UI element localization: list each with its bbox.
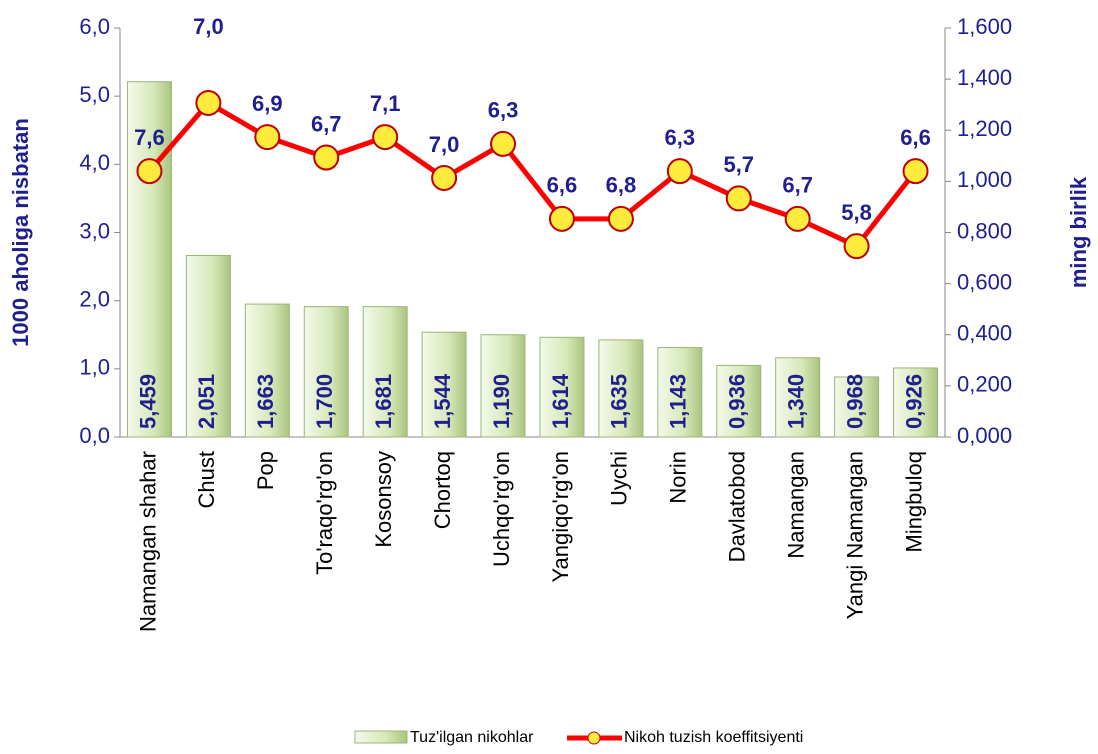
bar <box>421 331 467 438</box>
x-tick-label: Namangan <box>783 451 808 559</box>
bar-annotation: 1,190 <box>489 374 514 429</box>
x-tick-label: Pop <box>253 451 278 490</box>
line-marker <box>136 158 163 185</box>
line-annotation: 7,0 <box>193 14 224 39</box>
legend-label: Nikoh tuzish koeffitsiyenti <box>624 729 803 746</box>
x-tick-label: Uychi <box>607 451 632 506</box>
x-tick-label: Mingbuloq <box>901 451 926 553</box>
bar-annotation: 0,968 <box>842 374 867 429</box>
line-marker <box>725 185 752 212</box>
x-tick-label: Chust <box>194 451 219 508</box>
bar <box>775 357 821 438</box>
y2-tick-label: 0,400 <box>957 321 1012 346</box>
line-annotation: 7,0 <box>429 132 460 157</box>
y-tick-label: 6,0 <box>79 14 110 39</box>
bar-annotation: 1,614 <box>548 373 573 429</box>
y-tick-label: 4,0 <box>79 150 110 175</box>
line-marker <box>902 158 929 185</box>
line-annotation: 6,3 <box>665 125 696 150</box>
bar-annotation: 1,635 <box>607 374 632 429</box>
x-tick-label: To'raqo'rg'on <box>312 451 337 575</box>
bar <box>480 334 526 438</box>
bar <box>539 336 585 438</box>
bar <box>185 255 231 438</box>
bar <box>716 364 762 438</box>
bar <box>598 339 644 438</box>
line-marker <box>666 158 693 185</box>
bar <box>362 306 408 438</box>
line-marker <box>195 89 222 116</box>
y2-axis-title: ming birlik <box>1066 176 1091 288</box>
y2-tick-label: 1,200 <box>957 116 1012 141</box>
bar <box>893 367 939 438</box>
x-tick-label: Norin <box>666 451 691 504</box>
line-annotation: 6,3 <box>488 98 519 123</box>
line-annotation: 6,8 <box>606 173 637 198</box>
x-tick-label: Namangan shahar <box>135 451 160 632</box>
x-tick-label: Davlatobod <box>725 451 750 562</box>
legend-line-marker <box>587 731 601 745</box>
bar <box>834 376 880 438</box>
y-tick-label: 1,0 <box>79 355 110 380</box>
bar-annotation: 2,051 <box>194 374 219 429</box>
line-annotation: 5,8 <box>841 200 872 225</box>
x-tick-label: Uchqo'rg'on <box>489 451 514 567</box>
bar-annotation: 5,459 <box>135 374 160 429</box>
line-marker <box>313 144 340 171</box>
y2-tick-label: 0,000 <box>957 423 1012 448</box>
line-marker <box>843 233 870 260</box>
line-annotation: 6,7 <box>311 111 342 136</box>
y2-tick-label: 0,600 <box>957 269 1012 294</box>
y2-tick-label: 1,600 <box>957 14 1012 39</box>
line-annotation: 6,7 <box>782 173 813 198</box>
legend-label: Tuz'ilgan nikohlar <box>410 729 534 746</box>
line-marker <box>607 205 634 232</box>
line-annotation: 5,7 <box>723 152 754 177</box>
line-marker <box>254 124 281 151</box>
bar-annotation: 0,936 <box>725 374 750 429</box>
y-tick-label: 5,0 <box>79 82 110 107</box>
line-annotation: 7,1 <box>370 91 401 116</box>
bar-annotation: 1,681 <box>371 374 396 429</box>
legend-bar-swatch <box>354 730 408 744</box>
bar-annotation: 1,700 <box>312 374 337 429</box>
y-tick-label: 0,0 <box>79 423 110 448</box>
line-annotation: 6,6 <box>547 173 578 198</box>
x-tick-label: Yangi Namangan <box>842 451 867 619</box>
bar <box>244 303 290 438</box>
line-annotation: 6,9 <box>252 91 283 116</box>
y-tick-label: 2,0 <box>79 286 110 311</box>
line-marker <box>431 164 458 191</box>
line-marker <box>372 124 399 151</box>
bar <box>126 81 172 438</box>
bar-annotation: 1,143 <box>666 374 691 429</box>
bar-annotation: 1,663 <box>253 374 278 429</box>
y2-tick-label: 1,400 <box>957 65 1012 90</box>
y2-tick-label: 1,000 <box>957 167 1012 192</box>
y2-tick-label: 0,800 <box>957 218 1012 243</box>
x-tick-label: Kosonsoy <box>371 451 396 548</box>
x-tick-label: Chortoq <box>430 451 455 529</box>
y-tick-label: 3,0 <box>79 218 110 243</box>
y2-tick-label: 0,200 <box>957 372 1012 397</box>
x-tick-label: Yangiqo'rg'on <box>548 451 573 583</box>
line-marker <box>784 205 811 232</box>
line-annotation: 6,6 <box>900 125 931 150</box>
line-marker <box>490 130 517 157</box>
line-annotation: 7,6 <box>134 125 165 150</box>
bar-annotation: 1,544 <box>430 373 455 429</box>
bar <box>303 306 349 438</box>
bar <box>657 347 703 438</box>
bar-annotation: 1,340 <box>783 374 808 429</box>
line-marker <box>548 205 575 232</box>
y-axis-title: 1000 aholiga nisbatan <box>8 118 33 347</box>
bar-annotation: 0,926 <box>901 374 926 429</box>
